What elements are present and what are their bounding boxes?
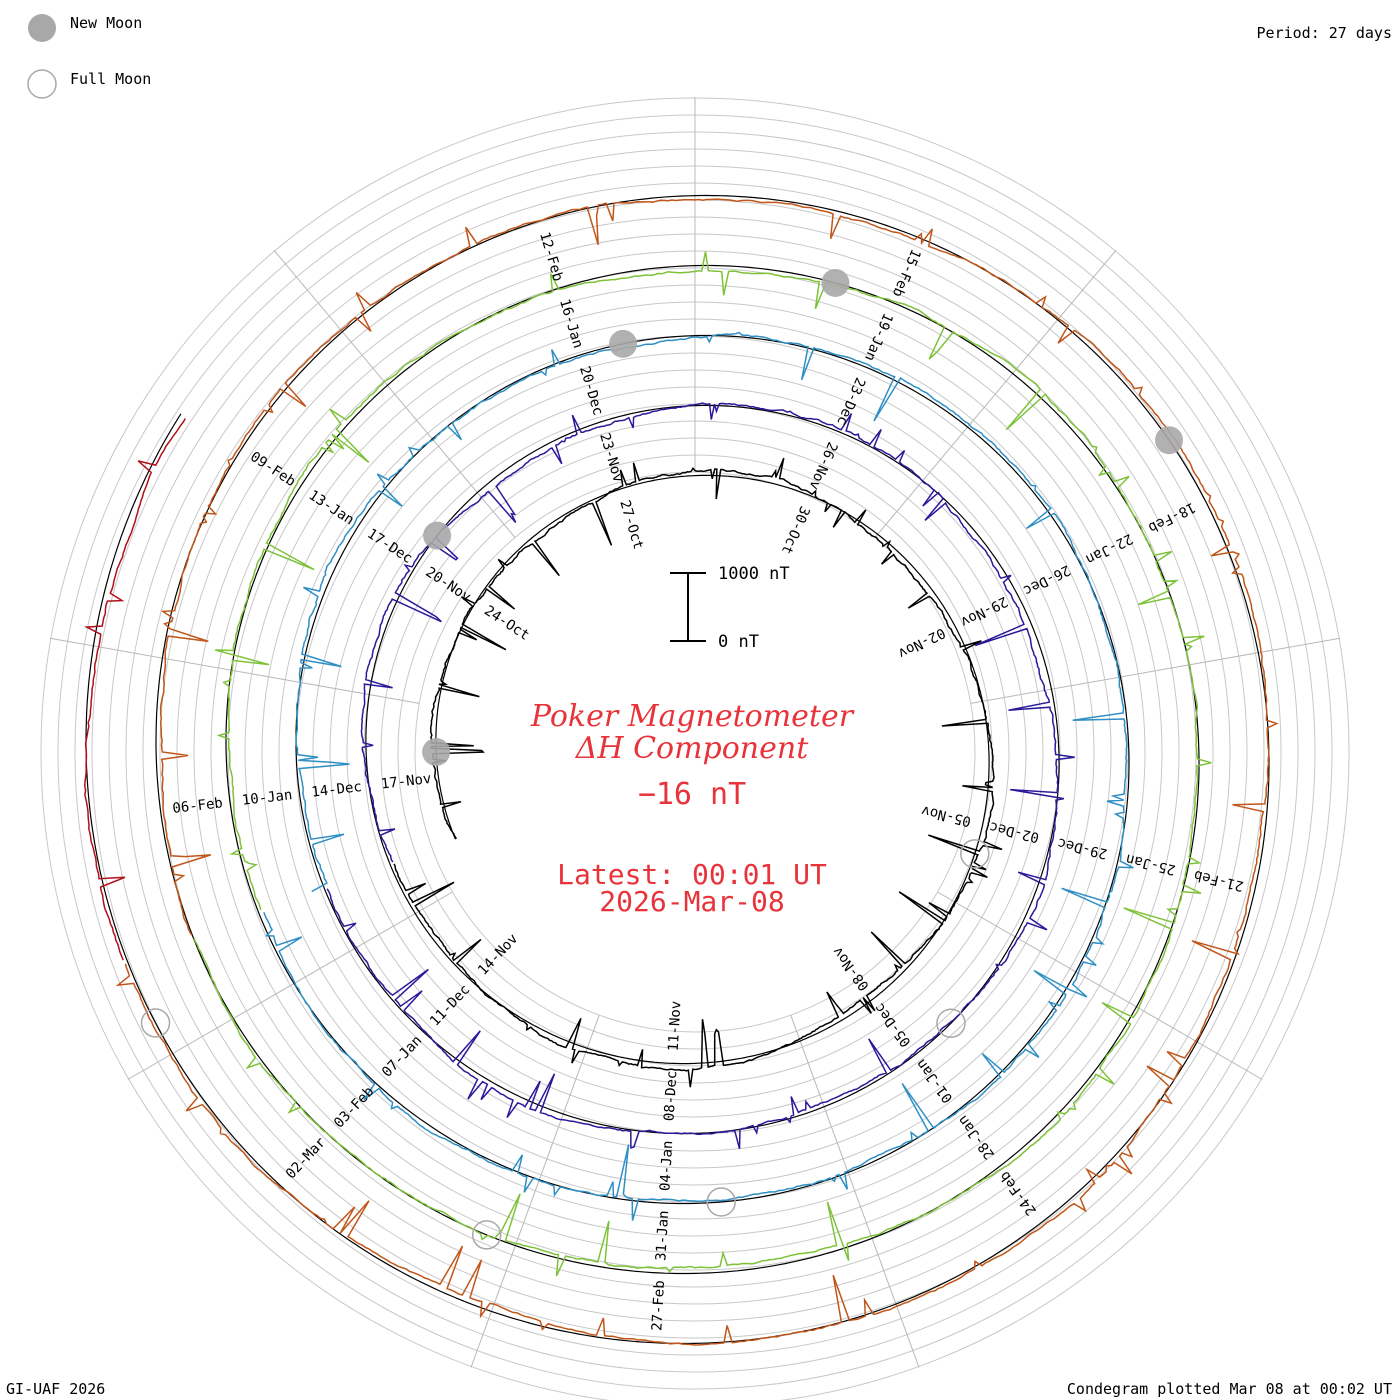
full-moon-marker xyxy=(960,839,990,869)
trace-Cycle 5 (Feb 05 – Mar 04) xyxy=(115,198,1279,1346)
footer-plotted: Condegram plotted Mar 08 at 00:02 UT xyxy=(1067,1380,1392,1398)
day-spoke xyxy=(49,637,420,704)
date-label: 27-Oct xyxy=(616,498,646,551)
trace-Cycle 1 (Oct 20 – Nov 16) xyxy=(393,457,1003,1088)
date-label: 24-Feb xyxy=(997,1168,1040,1218)
date-label: 26-Dec xyxy=(1020,561,1072,598)
date-label: 07-Jan xyxy=(379,1033,425,1081)
full-moon-marker xyxy=(936,1008,966,1039)
date-label: 28-Jan xyxy=(955,1112,998,1162)
date-label: 14-Dec xyxy=(311,779,363,801)
full-moon-label: Full Moon xyxy=(70,70,151,88)
day-spoke xyxy=(273,249,516,538)
baseline-cycle-6 xyxy=(85,413,182,960)
date-label: 06-Feb xyxy=(172,795,224,817)
date-label: 20-Nov xyxy=(423,564,474,605)
full-moon-marker xyxy=(140,1008,171,1038)
date-label: 05-Dec xyxy=(871,1000,914,1050)
date-label: 31-Jan xyxy=(653,1210,672,1261)
date-label: 11-Nov xyxy=(666,1000,685,1051)
date-label: 19-Jan xyxy=(861,311,896,364)
date-label: 21-Feb xyxy=(1192,867,1245,894)
period-label: Period: 27 days xyxy=(1257,24,1392,42)
date-label: 14-Nov xyxy=(475,931,521,979)
date-label: 02-Mar xyxy=(283,1135,329,1183)
date-label: 23-Nov xyxy=(596,431,626,484)
day-spoke xyxy=(970,637,1341,704)
day-spoke xyxy=(790,1014,920,1368)
full-moon-marker xyxy=(706,1187,736,1217)
date-label: 04-Jan xyxy=(657,1140,676,1191)
date-label: 20-Dec xyxy=(576,364,606,417)
new-moon-marker xyxy=(609,329,638,358)
full-moon-marker xyxy=(471,1220,502,1250)
date-label: 24-Oct xyxy=(481,603,532,644)
trace-Cycle 4 (Jan 09 – Feb 05) xyxy=(193,251,1212,1277)
chart-title-line1: Poker Magnetometer xyxy=(530,699,855,734)
day-spoke xyxy=(874,249,1117,538)
footer-credit: GI-UAF 2026 xyxy=(6,1380,105,1398)
full-moon-icon xyxy=(27,69,57,99)
date-label: 03-Feb xyxy=(331,1084,377,1132)
moon-markers xyxy=(140,268,1184,1250)
date-label: 23-Dec xyxy=(833,375,868,428)
day-spoke xyxy=(470,1014,600,1368)
date-label: 08-Dec xyxy=(662,1070,681,1121)
new-moon-label: New Moon xyxy=(70,14,142,32)
latest-time: Latest: 00:01 UT xyxy=(557,858,827,891)
new-moon-marker xyxy=(422,738,451,766)
trace-Cycle 6 (Mar 04 – Mar 08) xyxy=(83,418,186,961)
latest-date: 2026-Mar-08 xyxy=(599,885,784,918)
trace-Cycle 2 (Nov 16 – Dec 13) xyxy=(326,402,1075,1149)
date-label: 05-Nov xyxy=(920,802,973,829)
day-spoke xyxy=(127,891,453,1080)
current-value: −16 nT xyxy=(638,777,746,812)
date-label: 30-Oct xyxy=(778,504,813,557)
date-label: 29-Dec xyxy=(1056,834,1109,861)
baseline-cycle-1 xyxy=(389,474,990,1065)
new-moon-marker xyxy=(1155,426,1184,455)
chart-title-line2: ΔH Component xyxy=(575,731,809,766)
date-label: 17-Nov xyxy=(380,771,432,793)
date-label: 10-Jan xyxy=(241,787,293,809)
date-label: 18-Feb xyxy=(1146,499,1198,536)
trace-Cycle 3 (Dec 13 – Jan 09) xyxy=(263,331,1134,1221)
new-moon-icon xyxy=(28,14,56,42)
date-label: 13-Jan xyxy=(306,487,357,528)
date-label: 16-Jan xyxy=(556,297,586,350)
date-label: 26-Nov xyxy=(806,439,841,492)
date-label: 15-Feb xyxy=(889,246,924,299)
date-label: 02-Nov xyxy=(895,624,947,661)
date-label: 08-Nov xyxy=(830,943,873,993)
date-label: 27-Feb xyxy=(649,1280,668,1331)
new-moon-marker xyxy=(821,268,850,297)
date-label: 09-Feb xyxy=(247,449,298,490)
baseline-cycle-5 xyxy=(125,194,1270,1345)
scale-bar-top-label: 1000 nT xyxy=(718,564,790,584)
day-spoke xyxy=(937,891,1263,1080)
date-label: 29-Nov xyxy=(958,593,1010,630)
date-label: 17-Dec xyxy=(364,526,415,567)
day-spokes xyxy=(49,97,1341,1368)
scale-bar-bottom-label: 0 nT xyxy=(718,632,759,652)
new-moon-marker xyxy=(423,521,452,550)
